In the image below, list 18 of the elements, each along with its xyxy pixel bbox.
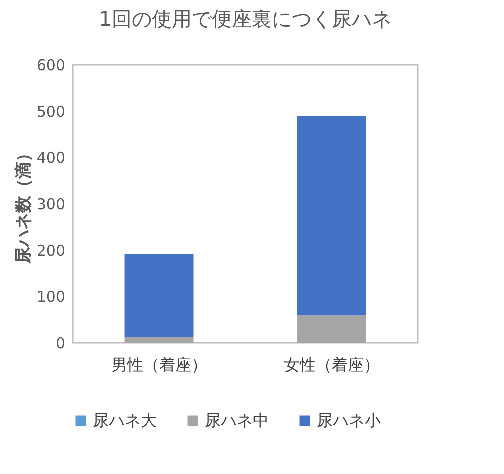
bar	[124, 337, 194, 343]
y-tick-label: 500	[36, 102, 66, 121]
y-tick-label: 400	[36, 149, 66, 168]
legend-label: 尿ハネ大	[93, 411, 157, 430]
x-tick-label: 女性（着座）	[284, 356, 380, 374]
y-tick-label: 200	[36, 242, 66, 260]
bar	[124, 254, 194, 338]
y-tick-label: 0	[56, 334, 66, 352]
y-tick-label: 600	[36, 56, 66, 74]
y-tick-label: 300	[36, 196, 66, 214]
bar	[297, 116, 366, 316]
legend-label: 尿ハネ中	[205, 411, 269, 430]
y-axis-title: 尿ハネ数（滴）	[14, 145, 34, 265]
chart-title: 1回の使用で便座裏につく尿ハネ	[99, 7, 392, 31]
legend-label: 尿ハネ小	[317, 411, 381, 430]
x-tick-label: 男性（着座）	[111, 356, 208, 374]
bar	[297, 316, 366, 343]
y-tick-label: 100	[36, 288, 66, 306]
